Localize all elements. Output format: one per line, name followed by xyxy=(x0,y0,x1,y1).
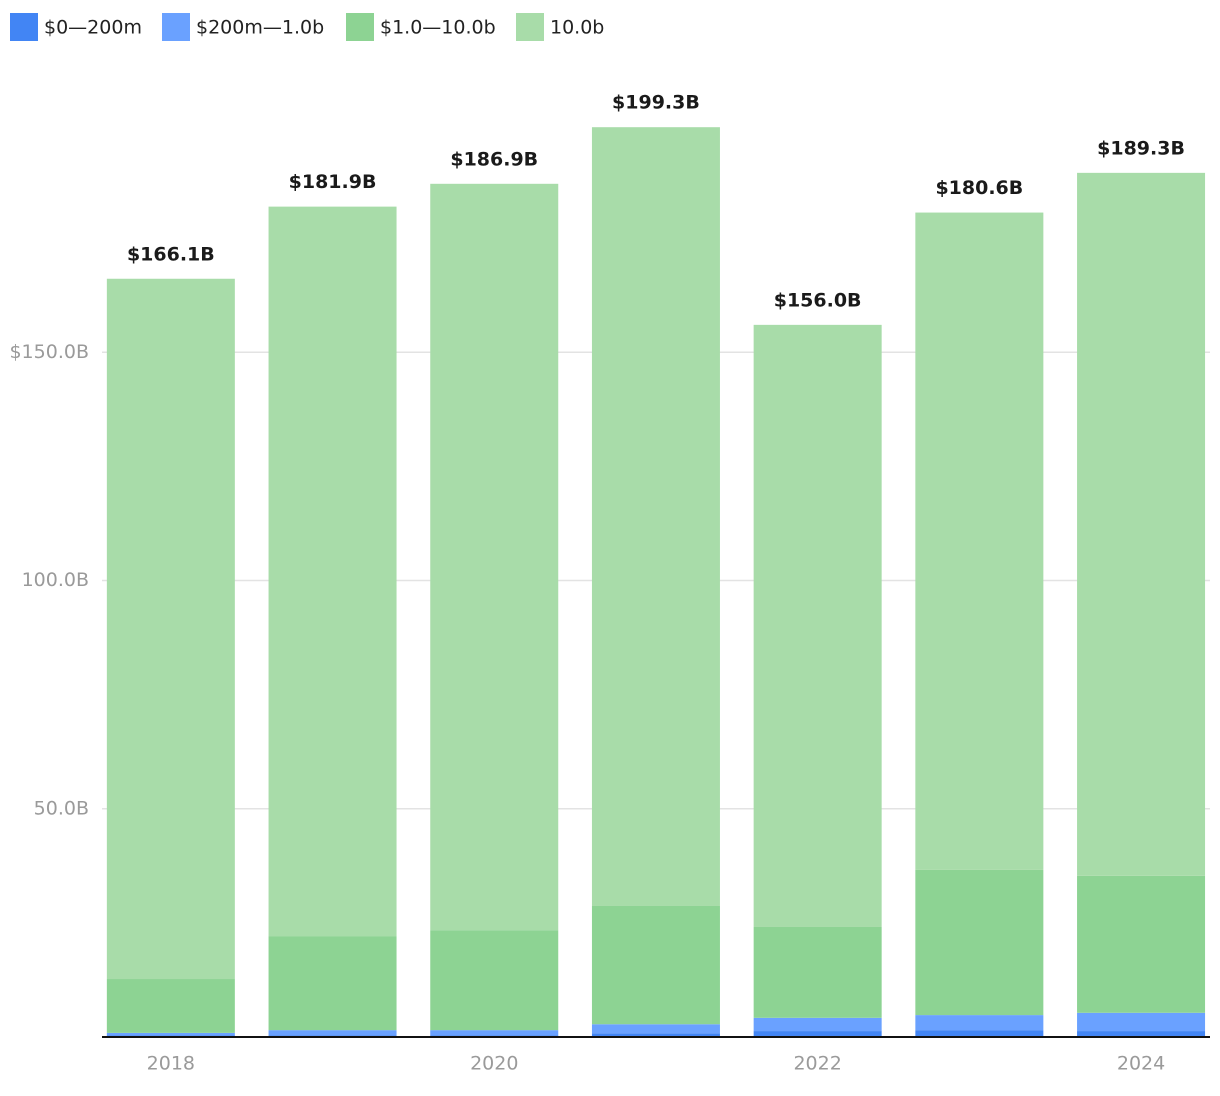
legend-swatch xyxy=(346,13,374,41)
total-label: $166.1B xyxy=(127,243,215,265)
total-label: $199.3B xyxy=(612,92,700,114)
y-tick-label: 50.0B xyxy=(34,797,89,819)
legend-label: $0—200m xyxy=(44,17,142,39)
bar-segment xyxy=(1077,1012,1206,1032)
bar-segment xyxy=(430,1030,559,1036)
bar-segment xyxy=(753,324,882,927)
total-label: $156.0B xyxy=(774,289,862,311)
bar-segment xyxy=(753,1017,882,1032)
legend-label: $1.0—10.0b xyxy=(380,17,496,39)
bar-segment xyxy=(915,212,1044,870)
x-tick-label: 2020 xyxy=(470,1053,518,1075)
total-label: $186.9B xyxy=(450,148,538,170)
bar-segment xyxy=(106,1032,235,1036)
x-tick-label: 2024 xyxy=(1117,1053,1165,1075)
bar-segment xyxy=(106,979,235,1033)
bar-segment xyxy=(430,183,559,931)
bar-segment xyxy=(915,1015,1044,1031)
bar-segment xyxy=(915,1030,1044,1037)
bar-segment xyxy=(1077,1031,1206,1037)
legend-label: 10.0b xyxy=(550,17,604,39)
legend-swatch xyxy=(516,13,544,41)
bar-segment xyxy=(915,869,1044,1016)
bar-segment xyxy=(268,206,397,937)
legend-swatch xyxy=(162,13,190,41)
bar-segment xyxy=(591,1024,720,1034)
y-tick-label: 100.0B xyxy=(22,569,89,591)
bar-segment xyxy=(1077,875,1206,1013)
x-tick-label: 2018 xyxy=(147,1053,195,1075)
bar-segment xyxy=(268,1030,397,1036)
bar-segment xyxy=(591,1033,720,1037)
total-label: $189.3B xyxy=(1097,137,1185,159)
legend-swatch xyxy=(10,13,38,41)
y-tick-label: $150.0B xyxy=(9,341,89,363)
x-tick-label: 2022 xyxy=(793,1053,841,1075)
bar-segment xyxy=(1077,172,1206,876)
bar-segment xyxy=(268,936,397,1031)
bar-segment xyxy=(753,1031,882,1037)
bar-segment xyxy=(106,278,235,980)
bar-segment xyxy=(753,926,882,1018)
bar-segment xyxy=(430,930,559,1031)
legend-label: $200m—1.0b xyxy=(196,17,324,39)
total-label: $180.6B xyxy=(935,177,1023,199)
bar-segment xyxy=(591,905,720,1025)
bar-segment xyxy=(591,127,720,906)
total-label: $181.9B xyxy=(289,171,377,193)
